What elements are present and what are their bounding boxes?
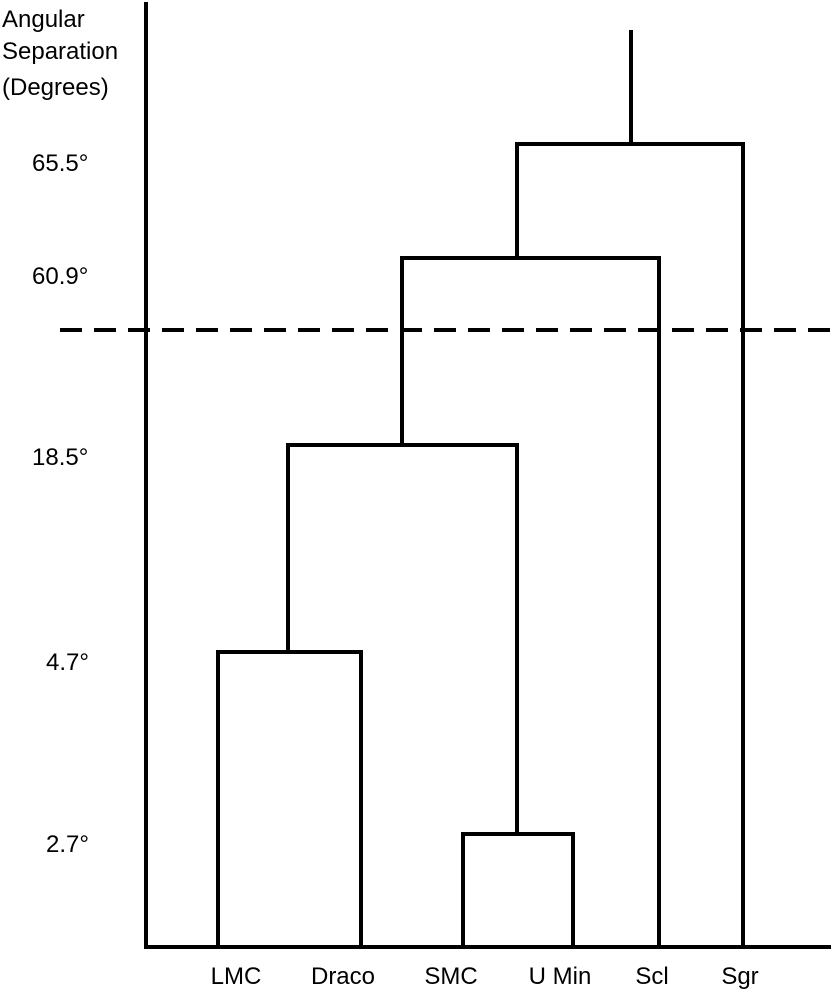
tick-label-4-7: 4.7° — [46, 649, 89, 676]
merge-sgr — [515, 142, 745, 945]
leaf-label-scl: Scl — [635, 963, 668, 990]
tick-label-60-9: 60.9° — [32, 263, 88, 290]
leaf-label-smc: SMC — [424, 963, 477, 990]
axis-title-line-2: Separation — [2, 38, 118, 65]
merge-group-18-5 — [286, 443, 519, 834]
tick-label-65-5: 65.5° — [32, 150, 88, 177]
merge-smc-umin — [461, 832, 575, 945]
leaf-label-lmc: LMC — [211, 963, 262, 990]
axis-title-line-1: Angular — [2, 6, 85, 33]
axis-title-line-3: (Degrees) — [2, 74, 109, 101]
tick-label-2-7: 2.7° — [46, 831, 89, 858]
leaf-label-umin: U Min — [529, 963, 592, 990]
merge-lmc-draco — [216, 650, 363, 945]
leaf-label-sgr: Sgr — [721, 963, 758, 990]
merge-scl — [400, 256, 661, 945]
tick-label-18-5: 18.5° — [32, 444, 88, 471]
leaf-label-draco: Draco — [311, 963, 375, 990]
